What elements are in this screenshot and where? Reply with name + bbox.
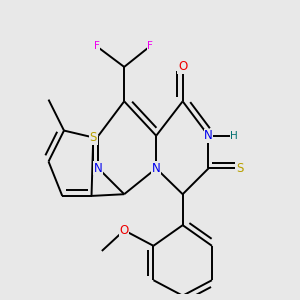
Text: O: O [120, 224, 129, 237]
Text: F: F [94, 41, 100, 51]
Text: O: O [178, 60, 187, 74]
Text: N: N [152, 162, 161, 175]
Text: H: H [230, 131, 238, 141]
Text: N: N [94, 162, 103, 175]
Text: S: S [90, 131, 97, 144]
Text: F: F [147, 41, 153, 51]
Text: N: N [204, 129, 213, 142]
Text: S: S [236, 162, 243, 175]
